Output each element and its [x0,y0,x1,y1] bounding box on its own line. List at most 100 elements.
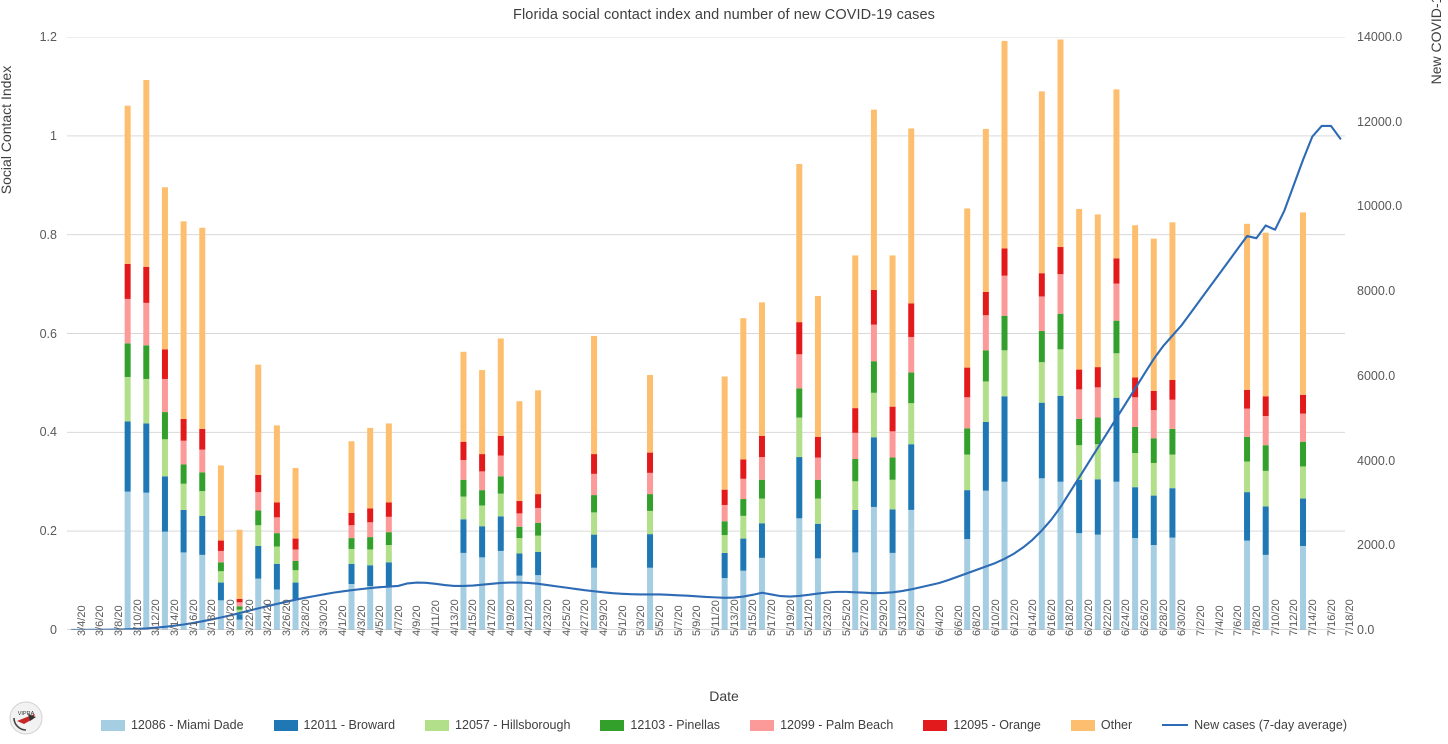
bar-segment [796,417,803,458]
bar-segment [124,491,131,630]
bar-segment [161,412,168,440]
bar-segment [124,421,131,492]
bar-segment [460,441,467,461]
bar-stack [889,255,896,630]
bar-segment [982,128,989,292]
bar-segment [1244,223,1251,390]
x-axis-tick-label: 4/3/20 [355,605,368,636]
bar-segment [535,575,542,630]
bar-segment [1113,353,1120,398]
bar-segment [852,408,859,433]
x-axis-tick-label: 3/24/20 [262,599,275,636]
bar-segment [591,473,598,496]
bar-segment [1001,315,1008,351]
bar-segment [1150,462,1157,496]
legend-item[interactable]: 12099 - Palm Beach [750,718,893,732]
bar-segment [143,302,150,346]
bar-stack [124,105,131,630]
bar-segment [1262,554,1269,630]
bar-segment [460,552,467,630]
bar-segment [348,584,355,630]
bar-segment [460,496,467,520]
bar-stack [255,364,262,630]
bar-segment [1038,362,1045,403]
bar-segment [292,549,299,561]
bar-segment [870,361,877,393]
bar-segment [516,538,523,554]
bar-segment [1132,426,1139,454]
x-axis-tick-label: 3/22/20 [243,599,256,636]
bar-segment [199,554,206,630]
bar-segment [535,551,542,576]
bar-segment [236,606,243,610]
bar-segment [814,457,821,480]
x-axis-tick-label: 6/4/20 [933,605,946,636]
bar-segment [1057,247,1064,275]
legend-label: New cases (7-day average) [1194,718,1348,732]
bar-segment [908,336,915,373]
bar-segment [647,510,654,535]
bar-segment [1300,545,1307,630]
bar-segment [982,350,989,382]
bar-segment [814,295,821,437]
bar-segment [199,449,206,473]
bar-segment [217,582,224,601]
x-axis-tick-label: 6/6/20 [952,605,965,636]
bar-segment [1169,399,1176,429]
bar-segment [814,479,821,499]
bar-segment [497,435,504,456]
bar-stack [143,79,150,630]
bar-stack [814,295,821,630]
bar-segment [852,432,859,460]
bar-stack [479,370,486,630]
x-axis-tick-label: 4/21/20 [523,599,536,636]
bar-segment [516,553,523,576]
bar-segment [236,614,243,620]
bar-segment [1094,387,1101,418]
bar-segment [740,515,747,539]
x-axis-tick-label: 6/10/20 [989,599,1002,636]
bar-stack [1150,238,1157,630]
chart-title: Florida social contact index and number … [513,7,935,23]
y-axis-right-label: New COVID-19 cases (7-day moving average… [1428,0,1444,140]
bar-segment [1300,498,1307,546]
legend-item[interactable]: 12086 - Miami Dade [100,718,244,732]
bar-segment [161,531,168,630]
bar-segment [385,532,392,546]
bar-segment [740,499,747,516]
bar-segment [796,164,803,323]
bar-segment [385,423,392,503]
bar-segment [199,472,206,492]
bar-segment [199,428,206,450]
bar-segment [1001,40,1008,249]
bar-segment [236,598,243,603]
bar-segment [591,512,598,535]
x-axis-tick-label: 5/9/20 [691,605,704,636]
bar-segment [255,525,262,546]
bar-segment [479,526,486,558]
x-axis-tick-label: 5/11/20 [710,600,722,636]
legend-item[interactable]: 12103 - Pinellas [600,718,720,732]
bar-segment [273,517,280,534]
x-axis-tick-label: 4/13/20 [448,599,461,636]
legend-item[interactable]: 12057 - Hillsborough [425,718,570,732]
bar-segment [497,493,504,517]
legend-item[interactable]: Other [1070,718,1132,732]
bar-segment [124,105,131,264]
legend-item[interactable]: 12011 - Broward [273,718,395,732]
bar-stack [236,529,243,630]
bar-segment [535,507,542,523]
legend-item[interactable]: New cases (7-day average) [1162,718,1347,732]
legend-item[interactable]: 12095 - Orange [923,718,1041,732]
bar-stack [217,465,224,630]
bar-segment [964,539,971,630]
bar-stack [1244,223,1251,630]
bar-segment [1262,445,1269,471]
x-axis-tick-label: 5/29/20 [877,599,890,636]
bar-segment [1094,444,1101,480]
bar-segment [348,525,355,539]
bar-segment [796,518,803,630]
bar-segment [385,587,392,630]
x-axis-tick-label: 6/14/20 [1027,599,1040,636]
